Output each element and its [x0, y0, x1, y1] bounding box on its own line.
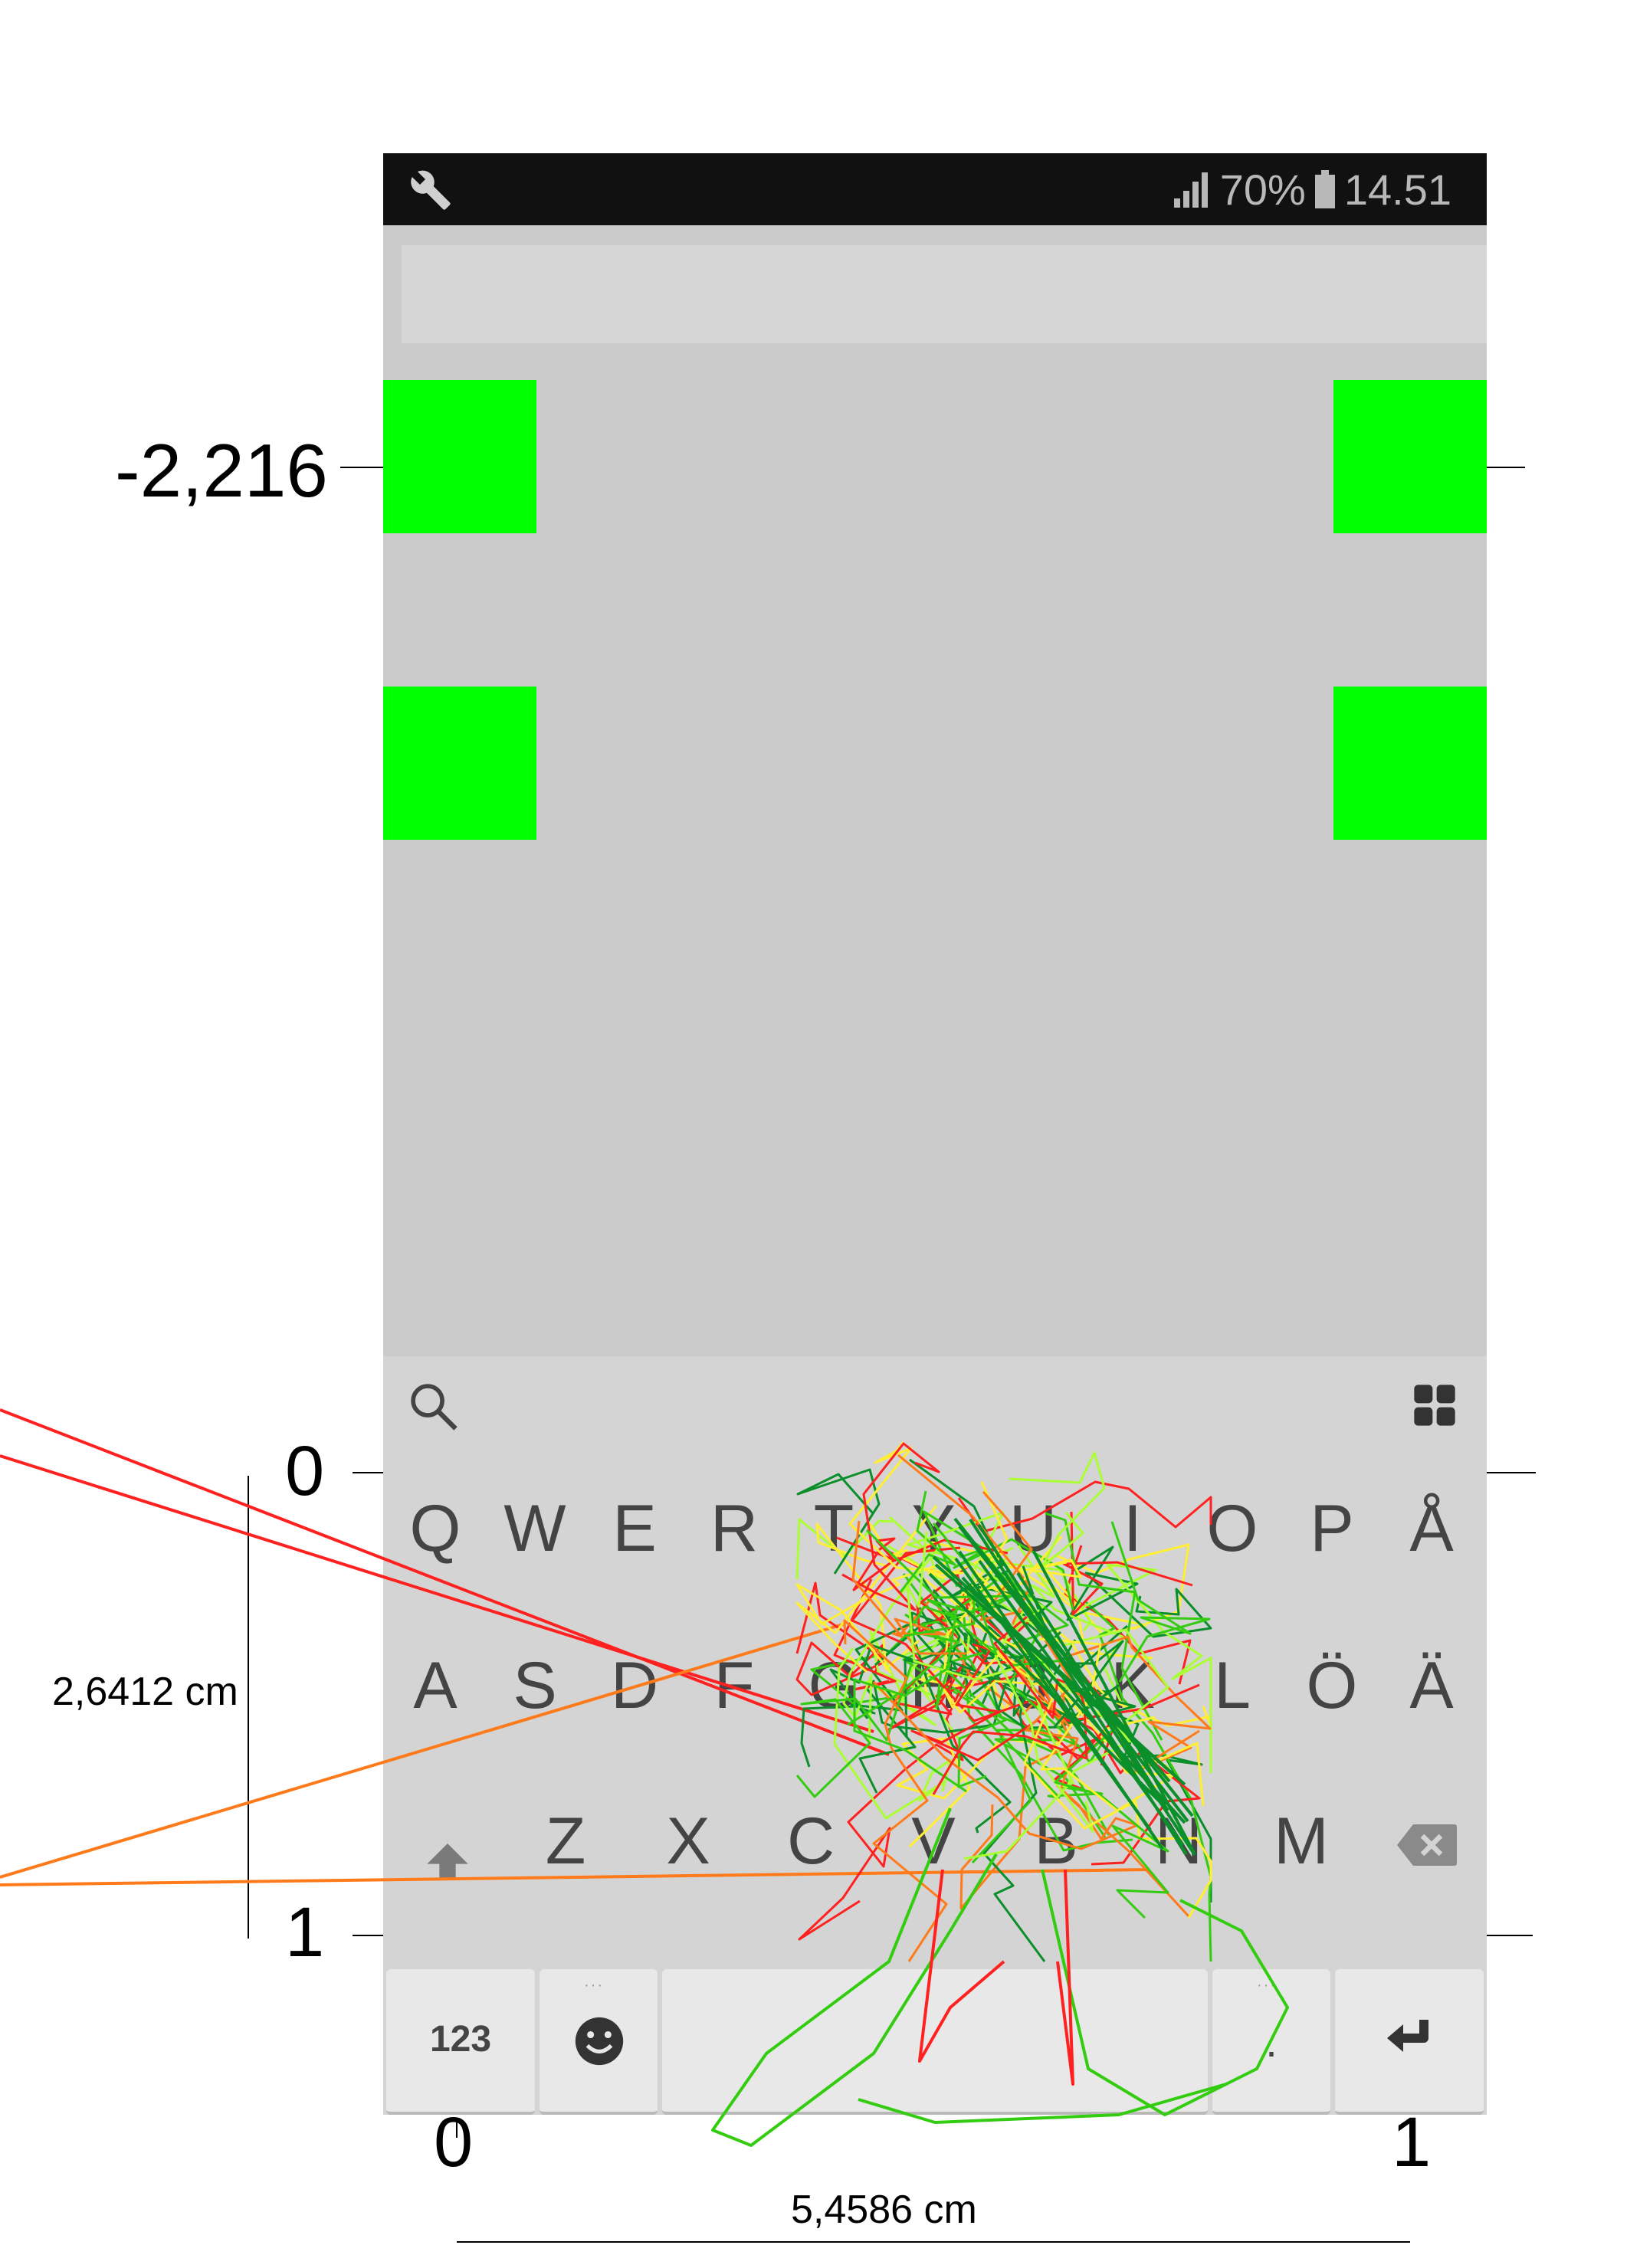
key-a-umlaut[interactable]: Ä [1409, 1649, 1454, 1722]
key-a[interactable]: A [413, 1649, 458, 1722]
phone-screen: 70% 14.51 Q W E R T Y U I O [383, 153, 1487, 2115]
battery-percent: 70% [1219, 165, 1306, 214]
space-bar[interactable] [662, 1969, 1208, 2115]
key-n[interactable]: N [1154, 1804, 1203, 1878]
key-v[interactable]: V [911, 1804, 956, 1878]
smiley-icon [575, 2017, 624, 2066]
battery-icon [1314, 170, 1335, 208]
clock: 14.51 [1343, 165, 1451, 214]
period-key[interactable]: ··· . [1212, 1969, 1330, 2115]
emoji-more-dots: ··· [584, 1977, 604, 1994]
key-h[interactable]: H [909, 1649, 958, 1722]
target-top-left[interactable] [383, 380, 536, 533]
key-z[interactable]: Z [545, 1804, 586, 1878]
text-input-bar[interactable] [402, 245, 1487, 343]
key-o-umlaut[interactable]: Ö [1306, 1649, 1358, 1722]
key-o[interactable]: O [1206, 1492, 1258, 1565]
target-top-right[interactable] [1333, 380, 1487, 533]
keyboard-width-label: 5,4586 cm [791, 2188, 977, 2232]
enter-icon [1387, 2020, 1428, 2052]
key-g[interactable]: G [808, 1649, 860, 1722]
period-more-dots: ··· [1257, 1977, 1277, 1994]
y-offset-label: -2,216 [115, 428, 328, 513]
key-i[interactable]: I [1123, 1492, 1142, 1565]
status-indicators: 70% 14.51 [1173, 164, 1451, 215]
keyboard-height-label: 2,6412 cm [52, 1670, 238, 1714]
key-e[interactable]: E [612, 1492, 657, 1565]
key-q[interactable]: Q [409, 1492, 461, 1565]
status-bar: 70% 14.51 [383, 153, 1487, 225]
key-j[interactable]: J [1016, 1649, 1050, 1722]
numbers-key-label: 123 [429, 2019, 492, 2060]
x-axis-one-label: 1 [1392, 2103, 1432, 2181]
x-axis-zero-label: 0 [434, 2103, 474, 2181]
key-u[interactable]: U [1009, 1492, 1058, 1565]
y-axis-zero-label: 0 [285, 1432, 325, 1510]
key-y[interactable]: Y [911, 1492, 956, 1565]
key-s[interactable]: S [513, 1649, 557, 1722]
key-a-ring[interactable]: Å [1409, 1492, 1454, 1565]
key-x[interactable]: X [666, 1804, 710, 1878]
backspace-icon[interactable] [1395, 1822, 1459, 1868]
key-k[interactable]: K [1110, 1649, 1155, 1722]
key-w[interactable]: W [503, 1492, 566, 1565]
search-icon[interactable] [405, 1378, 463, 1436]
key-p[interactable]: P [1310, 1492, 1354, 1565]
wrench-icon [411, 170, 451, 210]
key-t[interactable]: T [813, 1492, 854, 1565]
target-mid-right[interactable] [1333, 687, 1487, 840]
key-d[interactable]: D [610, 1649, 659, 1722]
key-l[interactable]: L [1214, 1649, 1251, 1722]
enter-key[interactable] [1335, 1969, 1484, 2115]
key-c[interactable]: C [786, 1804, 835, 1878]
y-axis-one-label: 1 [285, 1893, 325, 1971]
keyboard: Q W E R T Y U I O P Å A S D F G H J K L … [383, 1356, 1487, 2115]
key-r[interactable]: R [710, 1492, 759, 1565]
key-b[interactable]: B [1034, 1804, 1078, 1878]
target-mid-left[interactable] [383, 687, 536, 840]
numbers-key[interactable]: 123 [386, 1969, 535, 2115]
grid-icon[interactable] [1410, 1381, 1459, 1430]
shift-icon[interactable] [423, 1837, 472, 1886]
key-m[interactable]: M [1274, 1804, 1329, 1878]
period-key-label: . [1265, 2017, 1278, 2066]
emoji-key[interactable]: ··· [540, 1969, 658, 2115]
signal-icon [1173, 172, 1208, 208]
key-f[interactable]: F [713, 1649, 755, 1722]
